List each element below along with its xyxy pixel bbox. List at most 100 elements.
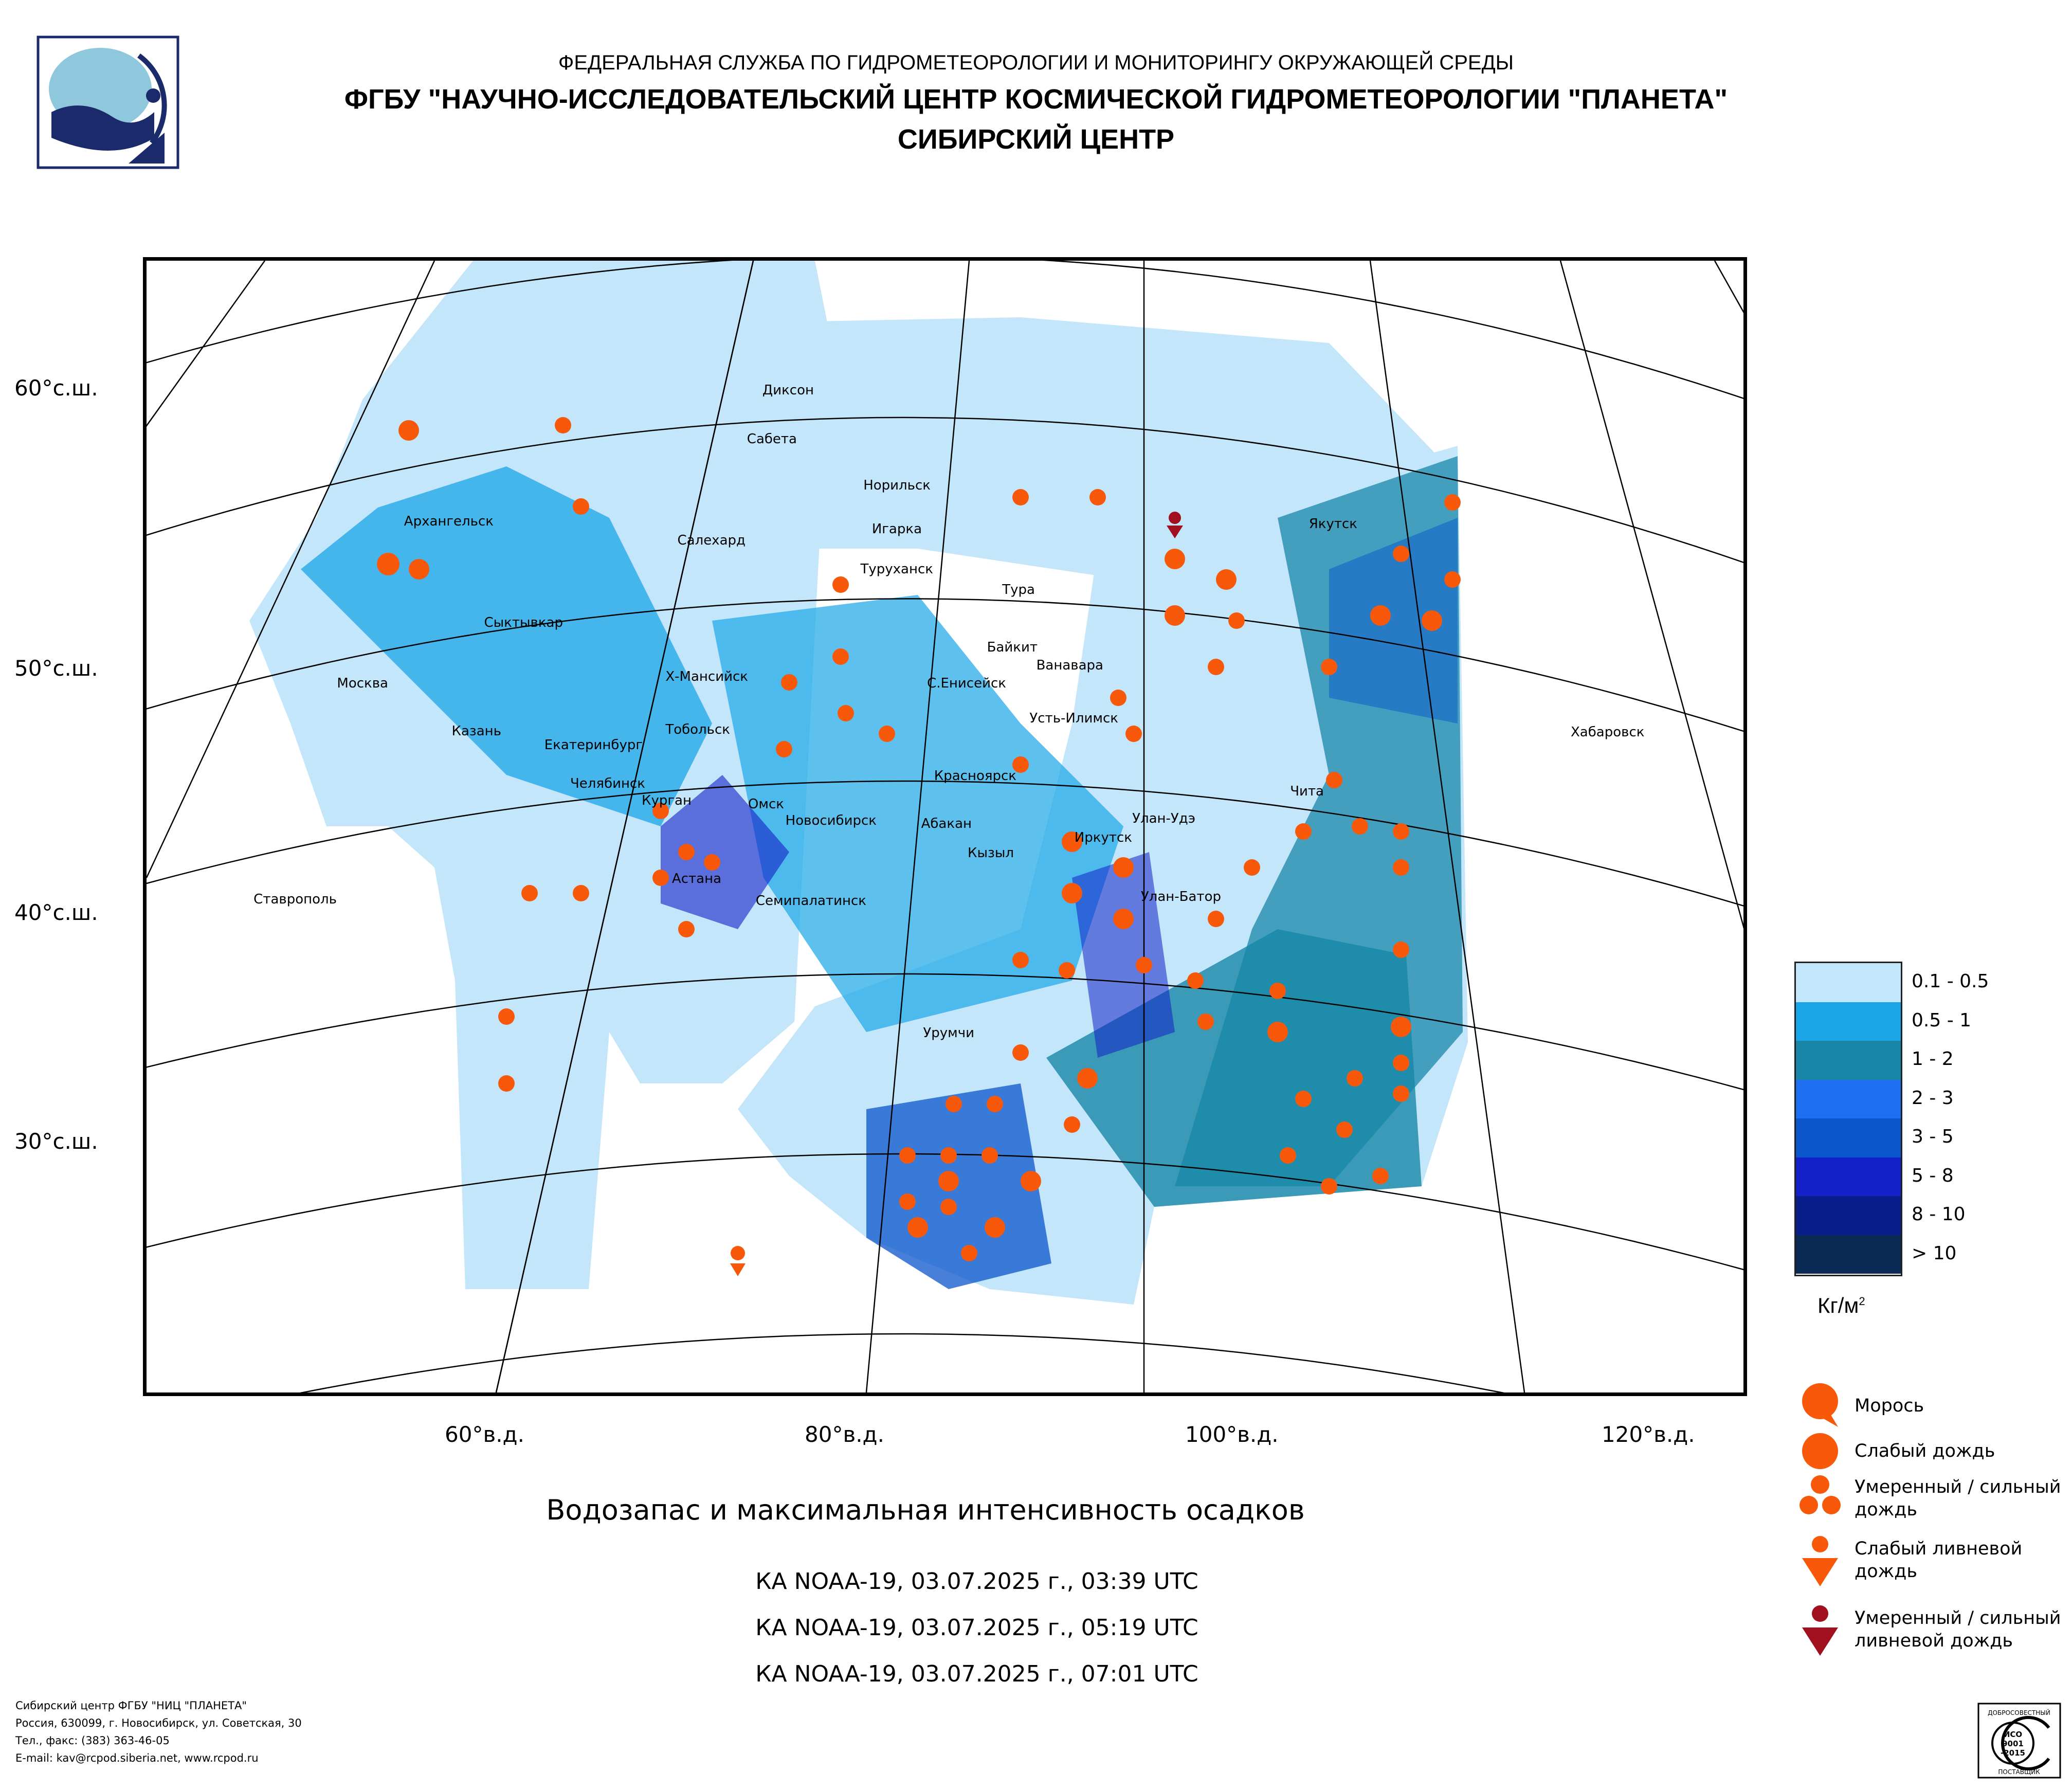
city-label: Красноярск (934, 768, 1016, 784)
city-label: Чита (1290, 784, 1324, 799)
heavy-shower-icon (1802, 1605, 1838, 1656)
color-class-label: 1 - 2 (1912, 1048, 1954, 1070)
band-ne (1329, 518, 1458, 723)
color-swatch (1796, 1196, 1901, 1235)
lat-label-50: 50°с.ш. (14, 656, 98, 681)
city-label: Улан-Батор (1141, 889, 1221, 904)
city-label: Омск (748, 797, 784, 812)
graticule (147, 261, 1743, 1392)
city-label: Курган (642, 793, 692, 808)
city-label: Байкит (987, 640, 1038, 655)
footer-line: Сибирский центр ФГБУ "НИЦ "ПЛАНЕТА" (15, 1699, 247, 1712)
legend-light-rain: Слабый дождь (1855, 1441, 1995, 1461)
city-label: Сабета (747, 431, 797, 447)
city-label: Усть-Илимск (1029, 711, 1118, 726)
iso-l3: -2015 (2001, 1748, 2025, 1758)
color-class-label: 8 - 10 (1912, 1204, 1966, 1225)
center-line: СИБИРСКИЙ ЦЕНТР (897, 124, 1175, 155)
color-class-label: 3 - 5 (1912, 1126, 1954, 1147)
city-label: Хабаровск (1571, 725, 1644, 740)
footer-line: E-mail: kav@rcpod.siberia.net, www.rcpod… (15, 1752, 259, 1764)
iso-l1: ИСО (2004, 1730, 2022, 1739)
legend-drizzle: Морось (1855, 1396, 1924, 1416)
city-label: С.Енисейск (927, 676, 1006, 691)
band-kurgan (661, 775, 789, 929)
city-label: Тура (1002, 582, 1035, 598)
city-label: Семипалатинск (756, 893, 866, 909)
drizzle-icon (1802, 1383, 1838, 1427)
precipitation-symbols (377, 417, 1461, 1261)
color-swatch (1796, 1041, 1901, 1080)
lon-label-80: 80°в.д. (805, 1422, 884, 1447)
color-class-label: 2 - 3 (1912, 1087, 1954, 1109)
city-label: Иркутск (1075, 830, 1132, 845)
city-label: Норильск (863, 478, 931, 493)
footer: Сибирский центр ФГБУ "НИЦ "ПЛАНЕТА" Росс… (15, 1697, 302, 1767)
color-swatch (1796, 963, 1901, 1002)
precipitation-map: Диксон Сабета Норильск Игарка Туруханск … (147, 261, 1743, 1392)
city-label: Диксон (762, 383, 814, 398)
legend-heavy-shower: Умеренный / сильный ливневой дождь (1855, 1608, 2061, 1651)
pass-1: КА NOAA-19, 03.07.2025 г., 03:39 UTC (755, 1568, 1198, 1595)
unit-label: Кг/м2 (1817, 1293, 1865, 1317)
heavy-shower-symbols (1167, 512, 1183, 538)
city-label: Кызыл (968, 845, 1014, 861)
city-label: Новосибирск (786, 813, 877, 828)
color-class-label: 0.5 - 1 (1912, 1009, 1972, 1031)
city-label: Тобольск (665, 722, 730, 737)
color-swatch (1796, 1235, 1901, 1274)
lon-label-100: 100°в.д. (1185, 1422, 1279, 1447)
city-label: Москва (337, 676, 388, 691)
legend-moderate-rain: Умеренный / сильный дождь (1855, 1477, 2061, 1520)
light-rain-icon (1802, 1433, 1838, 1469)
footer-line: Тел., факс: (383) 363-46-05 (15, 1734, 170, 1747)
color-class-label: > 10 (1912, 1242, 1957, 1264)
lon-label-120: 120°в.д. (1602, 1422, 1695, 1447)
map-frame: Диксон Сабета Норильск Игарка Туруханск … (143, 257, 1747, 1396)
iso-badge: ДОБРОСОВЕСТНЫЙ ИСО 9001 -2015 ПОСТАВЩИК (1977, 1703, 2061, 1779)
city-label: Ванавара (1037, 658, 1103, 673)
city-label: Салехард (677, 533, 746, 548)
city-label: Архангельск (404, 514, 494, 529)
city-label: Казань (452, 723, 501, 739)
band-south (866, 1083, 1051, 1289)
planeta-logo (37, 35, 179, 169)
light-shower-icon (1802, 1536, 1838, 1586)
city-label: Улан-Удэ (1132, 811, 1195, 826)
city-label: Екатеринбург (544, 737, 643, 753)
city-label: Туруханск (860, 562, 933, 577)
city-label: Сыктывкар (484, 615, 563, 630)
color-swatch (1796, 1079, 1901, 1118)
institute-line: ФГБУ "НАУЧНО-ИССЛЕДОВАТЕЛЬСКИЙ ЦЕНТР КОС… (344, 84, 1728, 115)
city-label: Урумчи (923, 1025, 974, 1041)
color-swatch (1796, 1157, 1901, 1196)
lon-label-60: 60°в.д. (445, 1422, 524, 1447)
legend-light-shower: Слабый ливневой дождь (1855, 1539, 2023, 1582)
band-irkutsk (1072, 852, 1175, 1058)
city-label: Игарка (872, 521, 922, 537)
city-label: Якутск (1309, 516, 1357, 532)
light-shower-symbols (730, 1263, 746, 1276)
city-label: Ставрополь (253, 892, 337, 907)
moderate-rain-icon (1800, 1475, 1841, 1514)
color-scale (1794, 962, 1902, 1276)
color-swatch (1796, 1118, 1901, 1157)
band-west (301, 466, 712, 826)
pass-3: КА NOAA-19, 03.07.2025 г., 07:01 UTC (755, 1661, 1198, 1687)
agency-line: ФЕДЕРАЛЬНАЯ СЛУЖБА ПО ГИДРОМЕТЕОРОЛОГИИ … (558, 51, 1514, 74)
lat-label-40: 40°с.ш. (14, 900, 98, 925)
iso-l2: 9001 (2002, 1739, 2024, 1748)
city-label: Челябинск (570, 776, 645, 791)
iso-top: ДОБРОСОВЕСТНЫЙ (1988, 1709, 2050, 1716)
color-swatch (1796, 1002, 1901, 1041)
lat-label-60: 60°с.ш. (14, 375, 98, 401)
map-title: Водозапас и максимальная интенсивность о… (546, 1494, 1305, 1526)
color-class-label: 5 - 8 (1912, 1165, 1954, 1186)
color-class-label: 0.1 - 0.5 (1912, 971, 1989, 992)
iso-bottom: ПОСТАВЩИК (1998, 1768, 2040, 1776)
city-label: Х-Мансийск (665, 669, 748, 684)
city-label: Абакан (921, 816, 972, 831)
lat-label-30: 30°с.ш. (14, 1129, 98, 1154)
city-labels: Диксон Сабета Норильск Игарка Туруханск … (253, 383, 1644, 1041)
footer-line: Россия, 630099, г. Новосибирск, ул. Сове… (15, 1717, 302, 1729)
